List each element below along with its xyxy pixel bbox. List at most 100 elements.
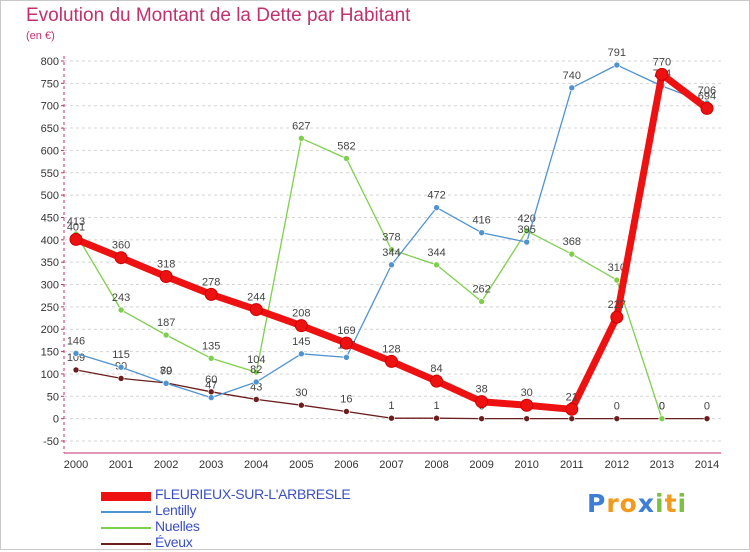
data-label: 244	[247, 292, 265, 304]
data-point	[252, 396, 260, 403]
data-label: 169	[337, 325, 355, 337]
chart-title: Evolution du Montant de la Dette par Hab…	[26, 5, 411, 26]
y-tick-label: 500	[41, 190, 59, 202]
legend-swatch	[101, 543, 151, 545]
x-tick-label: 2013	[650, 459, 674, 471]
data-point	[72, 366, 80, 374]
data-point	[294, 319, 308, 333]
data-label: 43	[250, 381, 262, 393]
logo-letter: i	[655, 489, 665, 518]
y-tick-label: 200	[41, 324, 59, 336]
data-label: 30	[295, 387, 307, 399]
x-tick-label: 2005	[289, 459, 313, 471]
y-tick-label: 100	[41, 369, 59, 381]
data-label: 368	[563, 236, 581, 248]
logo-letter: P	[587, 489, 607, 518]
data-label: 694	[698, 90, 716, 102]
data-point	[475, 395, 489, 409]
data-label: 318	[157, 258, 175, 270]
data-point	[204, 287, 218, 301]
data-label: 378	[382, 232, 400, 244]
y-tick-label: 450	[41, 212, 59, 224]
data-label: 79	[160, 365, 172, 377]
data-point	[523, 238, 531, 246]
data-label: 38	[476, 384, 488, 396]
data-label: 416	[472, 215, 490, 227]
y-tick-label: 650	[41, 123, 59, 135]
y-tick-label: 600	[41, 145, 59, 157]
data-point	[298, 350, 305, 358]
data-label: 21	[566, 391, 578, 403]
x-tick-label: 2004	[244, 459, 268, 471]
data-point	[433, 204, 440, 211]
data-point	[388, 414, 395, 422]
x-tick-label: 2014	[695, 459, 719, 471]
data-label: 30	[521, 387, 533, 399]
data-label: 135	[202, 340, 220, 352]
data-point	[658, 415, 666, 422]
data-point	[298, 401, 305, 409]
data-point	[252, 368, 260, 376]
logo-letter: x	[637, 489, 655, 518]
data-point	[523, 415, 531, 422]
data-label: 262	[472, 284, 490, 296]
data-label: 80	[160, 365, 172, 377]
y-tick-label: 300	[41, 280, 59, 292]
data-label: 344	[382, 247, 400, 259]
data-label: 472	[427, 190, 445, 202]
data-point	[343, 354, 350, 361]
legend-label: FLEURIEUX-SUR-L'ARBRESLE	[155, 486, 351, 502]
data-point	[117, 375, 125, 382]
series-line	[75, 137, 663, 420]
data-point	[162, 331, 170, 339]
data-point	[159, 269, 173, 283]
data-label: 420	[518, 213, 536, 225]
y-tick-label: -50	[43, 436, 59, 448]
data-point	[565, 402, 579, 416]
legend-swatch	[101, 511, 151, 513]
data-point	[433, 261, 440, 269]
data-label: 128	[382, 343, 400, 355]
data-label: 360	[112, 240, 130, 252]
data-label: 0	[704, 401, 710, 413]
data-point	[478, 415, 485, 422]
x-tick-label: 2009	[469, 459, 493, 471]
y-tick-label: 350	[41, 257, 59, 269]
x-tick-label: 2008	[424, 459, 448, 471]
legend-label: Éveux	[155, 534, 193, 550]
data-label: 47	[205, 380, 217, 392]
data-label: 310	[608, 262, 626, 274]
y-tick-label: 800	[41, 56, 59, 68]
data-point	[433, 414, 440, 422]
data-label: 60	[205, 374, 217, 386]
data-point	[388, 246, 395, 253]
data-point	[343, 408, 350, 415]
logo-letter: i	[677, 489, 688, 518]
legend-swatch	[101, 527, 151, 529]
data-label: 401	[67, 221, 85, 233]
data-label: 0	[614, 401, 620, 413]
legend-label: Nuelles	[155, 518, 200, 534]
data-point	[207, 354, 215, 362]
data-label: 82	[250, 364, 262, 376]
proxiti-logo: Proxiti	[587, 489, 687, 518]
data-point	[339, 336, 353, 350]
data-label: 227	[608, 299, 626, 311]
data-label: 115	[112, 349, 130, 361]
data-point	[613, 276, 621, 284]
x-tick-label: 2006	[334, 459, 358, 471]
x-tick-label: 2003	[199, 459, 223, 471]
y-tick-label: 750	[41, 78, 59, 90]
data-label: 1	[388, 400, 394, 412]
logo-letter: r	[606, 489, 620, 518]
data-point	[117, 363, 125, 371]
data-point	[343, 155, 350, 162]
data-point	[568, 84, 576, 92]
data-label: 344	[427, 247, 445, 259]
data-label: 582	[337, 140, 355, 152]
x-tick-label: 2011	[560, 459, 584, 471]
data-point	[430, 374, 444, 388]
y-tick-label: 150	[41, 347, 59, 359]
